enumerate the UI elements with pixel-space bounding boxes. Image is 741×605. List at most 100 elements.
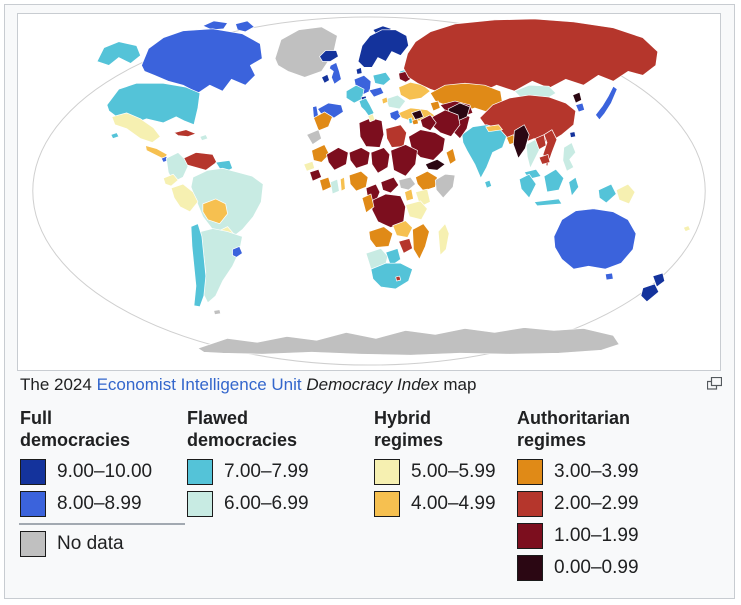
region-canada-arctic1 [202, 20, 228, 31]
region-nz-south [640, 283, 660, 303]
world-map-svg [32, 16, 706, 366]
region-ghana [330, 178, 340, 195]
region-tasmania [604, 272, 614, 281]
region-uganda [404, 188, 414, 202]
region-uruguay [232, 246, 243, 258]
region-sudan [390, 144, 418, 177]
region-ethiopia [415, 170, 438, 192]
region-angola [368, 226, 394, 248]
region-brazil [190, 167, 264, 242]
region-w-sahara [306, 129, 322, 145]
caption-suffix: map [443, 375, 477, 394]
region-tanzania [405, 200, 428, 221]
region-canada [141, 28, 263, 94]
region-yemen [425, 159, 446, 171]
legend-header: Flawed democracies [187, 407, 367, 451]
legend-divider [19, 523, 185, 525]
region-mexico [111, 112, 161, 143]
region-iceland [319, 50, 339, 62]
caption-italic-title: Democracy Index [301, 375, 444, 394]
region-sulawesi [568, 176, 579, 197]
region-mozambique [412, 223, 430, 260]
region-sumatra [518, 173, 537, 199]
region-scandinavia [357, 29, 409, 68]
region-tunisia [367, 113, 376, 123]
region-india [461, 124, 507, 179]
legend-range-label: 8.00–8.99 [57, 492, 142, 514]
region-lesotho [395, 275, 401, 282]
legend-no-data-label: No data [57, 532, 124, 554]
region-mali [326, 147, 349, 171]
region-zambia [392, 220, 413, 238]
legend-range-label: 5.00–5.99 [411, 460, 496, 482]
swatch-9-10 [20, 458, 46, 485]
swatch-4-499 [374, 490, 400, 517]
legend-row: 3.00–3.99 [517, 458, 717, 485]
region-nepal [485, 124, 503, 133]
swatch-3-399 [517, 458, 543, 485]
legend-row: 0.00–0.99 [517, 554, 717, 581]
legend-header: Full democracies [20, 407, 185, 451]
magnify-icon[interactable] [707, 377, 722, 390]
legend-header-line1: Flawed [187, 408, 249, 428]
legend-header-line2: regimes [517, 430, 587, 450]
region-bolivia [202, 198, 228, 224]
region-madagascar [437, 223, 450, 256]
region-japan [595, 85, 618, 121]
region-peru [170, 183, 199, 213]
swatch-1-199 [517, 522, 543, 549]
legend-range-label: 9.00–10.00 [57, 460, 153, 482]
region-central-europe [368, 86, 385, 98]
region-myanmar [513, 124, 530, 159]
figure-thumbnail: The 2024 Economist Intelligence Unit Dem… [4, 4, 735, 599]
region-hawaii [110, 132, 120, 139]
legend-range-label: 1.00–1.99 [554, 524, 639, 546]
legend-row: 5.00–5.99 [374, 458, 514, 485]
caption: The 2024 Economist Intelligence Unit Dem… [20, 373, 680, 397]
region-syria [411, 109, 424, 121]
region-sri-lanka [484, 179, 492, 189]
region-mauritania [311, 144, 330, 163]
legend-header-line1: Full [20, 408, 52, 428]
map-image[interactable] [17, 13, 721, 371]
region-congo-gabon [361, 193, 375, 214]
legend-row: 6.00–6.99 [187, 490, 367, 517]
legend-column-authoritarian-regimes: Authoritarian regimes 3.00–3.99 2.00–2.9… [517, 407, 717, 587]
legend-row: 1.00–1.99 [517, 522, 717, 549]
region-fiji [683, 225, 691, 232]
region-guinea [309, 168, 322, 182]
region-benin-togo [339, 176, 346, 192]
region-south-korea [575, 102, 585, 113]
region-australia [553, 208, 637, 270]
swatch-7-799 [187, 458, 213, 485]
region-somalia [434, 173, 456, 199]
region-alaska [96, 41, 141, 66]
region-ireland [321, 73, 330, 84]
region-taiwan [569, 131, 577, 138]
region-caucasus [429, 100, 441, 112]
legend-range-label: 4.00–4.99 [411, 492, 496, 514]
region-java [533, 198, 563, 207]
caption-link-eiu[interactable]: Economist Intelligence Unit [96, 375, 302, 394]
region-south-africa [370, 262, 413, 290]
caption-prefix: The 2024 [20, 375, 97, 394]
region-falklands [213, 309, 222, 315]
region-zimbabwe [398, 238, 413, 254]
swatch-6-699 [187, 490, 213, 517]
region-botswana [385, 248, 401, 267]
region-jordan [411, 118, 419, 126]
region-north-korea [572, 91, 582, 104]
region-ukraine [398, 81, 431, 101]
legend-row: 8.00–8.99 [20, 490, 185, 517]
region-ecuador [162, 173, 179, 187]
region-car [380, 176, 400, 194]
region-cuba [173, 129, 197, 137]
region-niger [348, 147, 371, 169]
region-oman [445, 148, 457, 165]
region-morocco [313, 111, 333, 132]
region-nigeria [348, 170, 369, 192]
swatch-0-099 [517, 554, 543, 581]
region-philippines [562, 142, 577, 172]
legend-range-label: 3.00–3.99 [554, 460, 639, 482]
legend-range-label: 6.00–6.99 [224, 492, 309, 514]
